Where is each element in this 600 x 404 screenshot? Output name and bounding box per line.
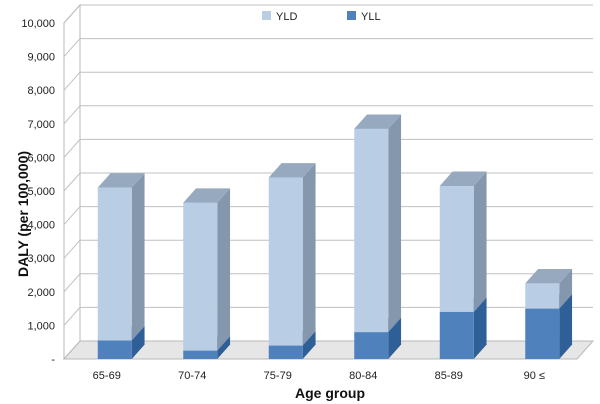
x-tick-label: 75-79 (264, 370, 292, 382)
gridline (63, 105, 593, 125)
bar-yll-front (439, 311, 474, 359)
bar-yll-side (302, 331, 316, 359)
bar-yld-top (439, 171, 487, 186)
bar-yld-front (268, 177, 303, 346)
bar-yll-side (559, 294, 573, 359)
gridline (63, 38, 593, 57)
bar-yld-top (97, 173, 145, 188)
y-tick-label: 5,000 (27, 186, 55, 198)
y-tick-label: - (51, 354, 55, 366)
y-tick-label: 4,000 (27, 220, 55, 232)
gridline (63, 273, 593, 293)
x-axis-ticks: 65-69 70-74 75-79 80-84 85-89 90 ≤ (93, 370, 545, 382)
bar-yll-front (183, 350, 218, 359)
gridlines (63, 4, 593, 326)
bar-yld-top (525, 269, 573, 284)
bar-yld-front (183, 202, 218, 351)
bar-yld-top (354, 114, 402, 129)
y-axis-title: DALY (per 100,000) (15, 151, 31, 277)
x-tick-label: 70-74 (178, 370, 206, 382)
bar-yld-side (559, 269, 573, 309)
legend-label-yld: YLD (276, 11, 297, 23)
y-tick-label: 8,000 (27, 85, 55, 97)
bar-yld-side (302, 163, 316, 346)
bar-yld-front (354, 128, 389, 333)
gridline (63, 138, 593, 158)
y-tick-label: 1,000 (27, 320, 55, 332)
x-tick-label: 80-84 (349, 370, 377, 382)
bar-yll-front (268, 345, 303, 359)
bar-yld-side (388, 114, 402, 333)
bar-yld (439, 171, 487, 312)
bar-yld-side (217, 188, 231, 351)
gridline (63, 4, 593, 24)
y-tick-label: 7,000 (27, 119, 55, 131)
gridline (63, 71, 593, 91)
bar-yll-side (131, 326, 145, 359)
y-tick-label: 2,000 (27, 287, 55, 299)
gridline (63, 206, 593, 225)
bar-yld (97, 173, 145, 341)
bar-yld-top (183, 188, 231, 203)
y-tick-label: 3,000 (27, 253, 55, 265)
gridline (63, 172, 593, 192)
bar-yll-side (217, 336, 231, 359)
gridline (63, 306, 593, 326)
bar-yld-front (525, 283, 560, 309)
bar-yld-front (439, 185, 474, 312)
gridline (63, 239, 593, 259)
y-tick-label: 9,000 (27, 52, 55, 64)
bar-yll-front (97, 340, 132, 359)
bar-yld (354, 114, 402, 333)
legend-swatch-yll (347, 11, 356, 20)
x-tick-label: 90 ≤ (524, 370, 545, 382)
bar-yld-side (131, 173, 145, 341)
bar-yll-side (473, 297, 487, 359)
x-tick-label: 85-89 (435, 370, 463, 382)
bar-yld (525, 269, 573, 309)
legend-swatch-yld (262, 11, 271, 20)
x-axis-title: Age group (295, 385, 365, 401)
bar-yld-front (97, 187, 132, 341)
y-tick-label: 6,000 (27, 152, 55, 164)
y-tick-label: 10,000 (21, 18, 55, 30)
legend: YLD YLL (262, 11, 381, 23)
bar-yld (183, 188, 231, 351)
bar-yll-front (354, 332, 389, 359)
bars (97, 114, 573, 359)
bar-yld-top (268, 163, 316, 178)
bar-yld (268, 163, 316, 346)
legend-label-yll: YLL (361, 11, 381, 23)
bar-yll-front (525, 308, 560, 359)
bar-yll-side (388, 317, 402, 359)
y-axis-ticks: - 1,000 2,000 3,000 4,000 5,000 6,000 7,000 8,00… (21, 18, 55, 366)
x-tick-label: 65-69 (93, 370, 121, 382)
bar-yld-side (473, 171, 487, 312)
